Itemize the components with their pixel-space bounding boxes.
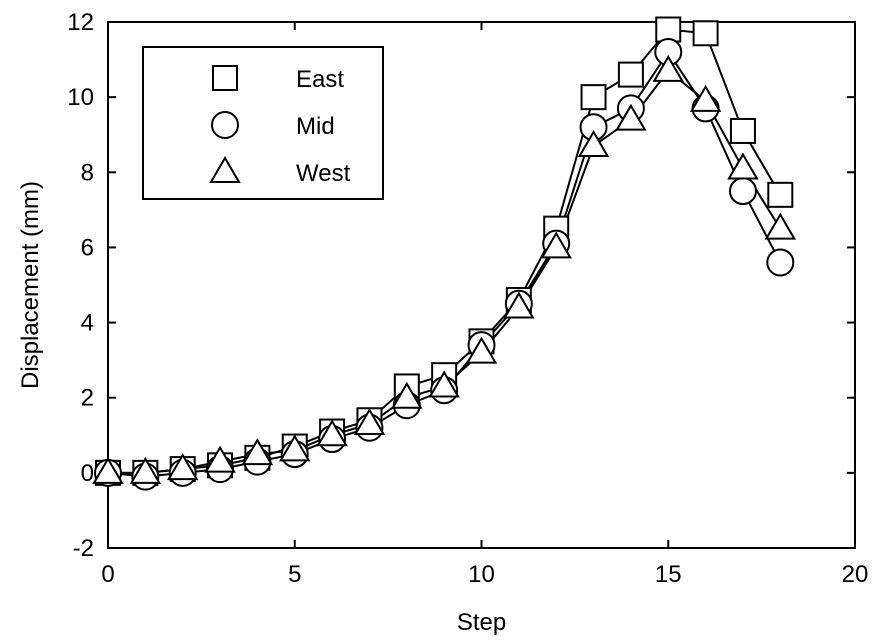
y-tick-label: 10 bbox=[67, 84, 94, 111]
data-point-west bbox=[241, 438, 274, 466]
legend-marker-west bbox=[209, 156, 241, 183]
x-tick-label: 0 bbox=[101, 561, 114, 588]
x-tick-label: 15 bbox=[655, 561, 682, 588]
x-tick-label: 5 bbox=[288, 561, 301, 588]
y-axis-title: Displacement (mm) bbox=[17, 181, 44, 389]
data-point-west bbox=[615, 103, 647, 131]
data-point-west bbox=[652, 54, 684, 82]
data-point-west bbox=[166, 453, 199, 481]
legend-label-east: East bbox=[296, 66, 344, 93]
data-point-mid bbox=[728, 177, 757, 206]
y-tick-label: 6 bbox=[81, 234, 94, 261]
data-point-west bbox=[465, 336, 498, 364]
legend: East Mid West bbox=[142, 46, 384, 200]
legend-label-mid: Mid bbox=[296, 113, 335, 140]
data-point-west bbox=[577, 130, 610, 157]
data-point-east bbox=[655, 16, 682, 43]
data-point-east bbox=[767, 181, 794, 208]
data-point-west bbox=[391, 381, 423, 409]
y-tick-label: 4 bbox=[81, 310, 94, 337]
y-tick-label: 8 bbox=[81, 159, 94, 186]
data-point-west bbox=[204, 445, 236, 473]
data-point-east bbox=[729, 117, 756, 144]
legend-marker-shape bbox=[211, 111, 239, 139]
series-layer bbox=[92, 16, 797, 491]
legend-marker-shape bbox=[209, 156, 241, 183]
y-tick-label: 2 bbox=[81, 385, 94, 412]
data-point-west bbox=[764, 212, 797, 240]
y-tick-label: -2 bbox=[73, 535, 94, 562]
legend-label-west: West bbox=[296, 160, 351, 187]
data-point-west bbox=[316, 419, 348, 447]
x-axis-title: Step bbox=[457, 609, 506, 636]
data-point-west bbox=[503, 291, 535, 319]
legend-marker-east bbox=[212, 65, 238, 91]
data-point-west bbox=[129, 456, 162, 484]
legend-marker-shape bbox=[212, 65, 238, 91]
legend-marker-mid bbox=[211, 111, 239, 139]
x-tick-label: 10 bbox=[468, 561, 495, 588]
legend-box bbox=[142, 46, 384, 200]
data-point-west bbox=[279, 434, 311, 462]
data-point-west bbox=[428, 370, 460, 398]
x-tick-label: 20 bbox=[842, 561, 869, 588]
data-point-east bbox=[580, 84, 607, 111]
tick-labels: 0 5 10 15 20 -2 0 2 4 6 8 10 12 bbox=[67, 9, 868, 588]
data-point-mid bbox=[766, 248, 795, 277]
series-points-west bbox=[92, 54, 797, 484]
data-point-west bbox=[727, 152, 759, 180]
y-tick-label: 12 bbox=[67, 9, 94, 36]
y-tick-label: 0 bbox=[81, 460, 94, 487]
data-point-west bbox=[689, 84, 722, 112]
data-point-west bbox=[353, 408, 386, 436]
data-point-east bbox=[617, 61, 644, 88]
data-point-west bbox=[92, 456, 124, 484]
data-point-east bbox=[692, 20, 719, 47]
data-point-west bbox=[540, 231, 572, 259]
